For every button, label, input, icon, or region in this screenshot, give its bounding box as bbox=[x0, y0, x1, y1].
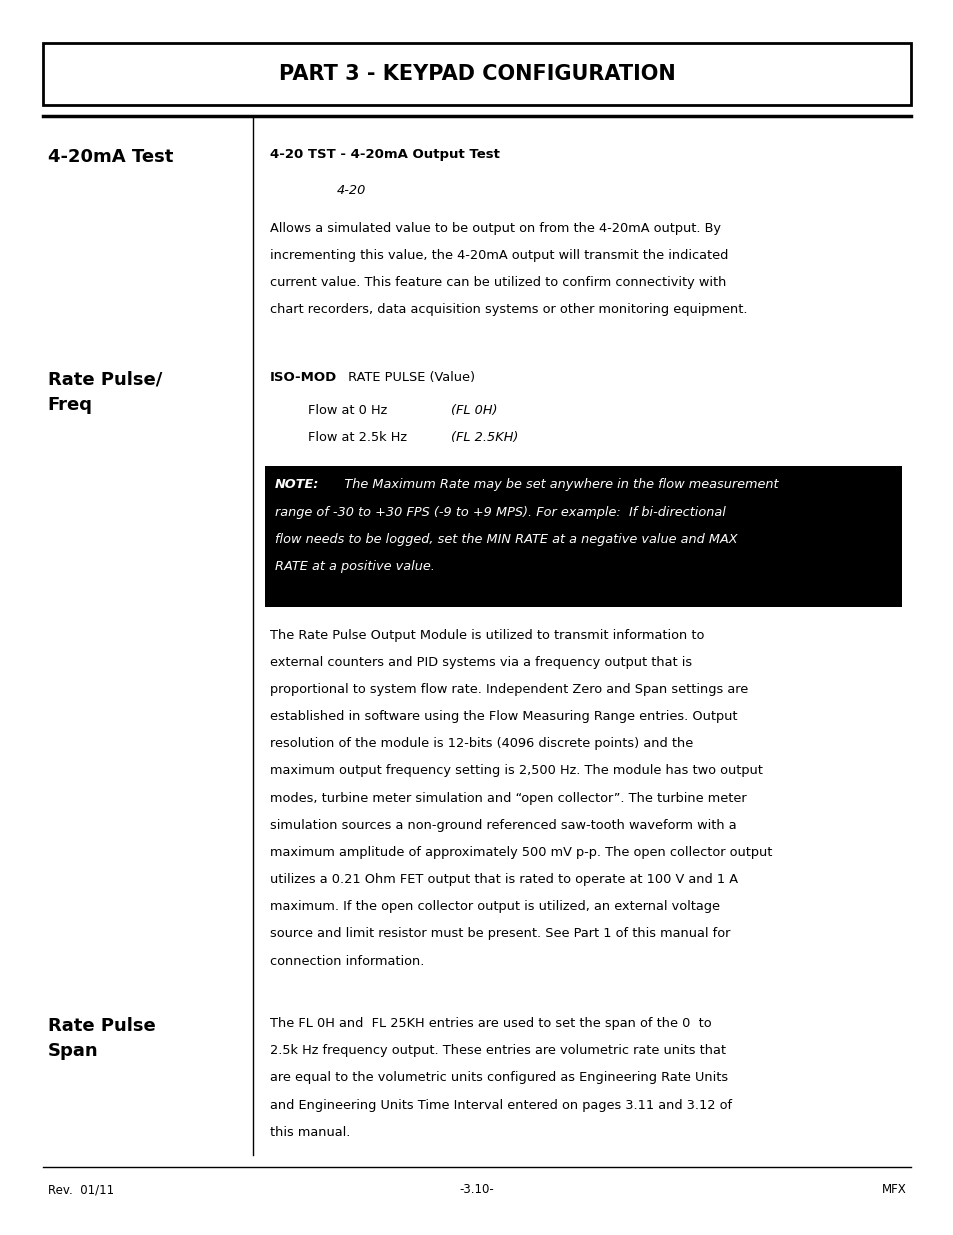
Text: ISO-MOD: ISO-MOD bbox=[270, 370, 336, 384]
Text: modes, turbine meter simulation and “open collector”. The turbine meter: modes, turbine meter simulation and “ope… bbox=[270, 792, 746, 805]
Text: 4-20: 4-20 bbox=[336, 184, 366, 196]
Text: range of -30 to +30 FPS (-9 to +9 MPS). For example:  If bi-directional: range of -30 to +30 FPS (-9 to +9 MPS). … bbox=[274, 505, 725, 519]
Text: Rev.  01/11: Rev. 01/11 bbox=[48, 1183, 113, 1197]
Text: incrementing this value, the 4-20mA output will transmit the indicated: incrementing this value, the 4-20mA outp… bbox=[270, 248, 727, 262]
Text: proportional to system flow rate. Independent Zero and Span settings are: proportional to system flow rate. Indepe… bbox=[270, 683, 747, 697]
Text: chart recorders, data acquisition systems or other monitoring equipment.: chart recorders, data acquisition system… bbox=[270, 303, 747, 316]
Text: flow needs to be logged, set the MIN RATE at a negative value and MAX: flow needs to be logged, set the MIN RAT… bbox=[274, 532, 737, 546]
Text: The FL 0H and  FL 25KH entries are used to set the span of the 0  to: The FL 0H and FL 25KH entries are used t… bbox=[270, 1018, 711, 1030]
Text: The Rate Pulse Output Module is utilized to transmit information to: The Rate Pulse Output Module is utilized… bbox=[270, 629, 703, 642]
Text: maximum. If the open collector output is utilized, an external voltage: maximum. If the open collector output is… bbox=[270, 900, 720, 914]
Text: -3.10-: -3.10- bbox=[459, 1183, 494, 1197]
Text: maximum output frequency setting is 2,500 Hz. The module has two output: maximum output frequency setting is 2,50… bbox=[270, 764, 762, 778]
Text: 2.5k Hz frequency output. These entries are volumetric rate units that: 2.5k Hz frequency output. These entries … bbox=[270, 1045, 725, 1057]
Text: (FL 2.5KH): (FL 2.5KH) bbox=[451, 431, 518, 443]
Text: RATE at a positive value.: RATE at a positive value. bbox=[274, 559, 435, 573]
Text: resolution of the module is 12-bits (4096 discrete points) and the: resolution of the module is 12-bits (409… bbox=[270, 737, 693, 751]
Text: 4-20mA Test: 4-20mA Test bbox=[48, 148, 172, 167]
Text: Allows a simulated value to be output on from the 4-20mA output. By: Allows a simulated value to be output on… bbox=[270, 221, 720, 235]
Text: and Engineering Units Time Interval entered on pages 3.11 and 3.12 of: and Engineering Units Time Interval ente… bbox=[270, 1099, 731, 1112]
Text: source and limit resistor must be present. See Part 1 of this manual for: source and limit resistor must be presen… bbox=[270, 927, 730, 941]
Text: maximum amplitude of approximately 500 mV p-p. The open collector output: maximum amplitude of approximately 500 m… bbox=[270, 846, 772, 860]
Text: The Maximum Rate may be set anywhere in the flow measurement: The Maximum Rate may be set anywhere in … bbox=[332, 478, 778, 492]
Text: connection information.: connection information. bbox=[270, 955, 424, 968]
Text: Rate Pulse
Span: Rate Pulse Span bbox=[48, 1018, 155, 1060]
Text: current value. This feature can be utilized to confirm connectivity with: current value. This feature can be utili… bbox=[270, 275, 725, 289]
Text: PART 3 - KEYPAD CONFIGURATION: PART 3 - KEYPAD CONFIGURATION bbox=[278, 64, 675, 84]
Text: are equal to the volumetric units configured as Engineering Rate Units: are equal to the volumetric units config… bbox=[270, 1072, 727, 1084]
Text: (FL 0H): (FL 0H) bbox=[451, 404, 497, 416]
Text: Rate Pulse/
Freq: Rate Pulse/ Freq bbox=[48, 370, 162, 414]
Text: established in software using the Flow Measuring Range entries. Output: established in software using the Flow M… bbox=[270, 710, 737, 724]
Text: MFX: MFX bbox=[881, 1183, 905, 1197]
Text: RATE PULSE (Value): RATE PULSE (Value) bbox=[344, 370, 475, 384]
Text: simulation sources a non-ground referenced saw-tooth waveform with a: simulation sources a non-ground referenc… bbox=[270, 819, 736, 832]
Text: external counters and PID systems via a frequency output that is: external counters and PID systems via a … bbox=[270, 656, 691, 669]
FancyBboxPatch shape bbox=[43, 43, 910, 105]
Text: Flow at 2.5k Hz: Flow at 2.5k Hz bbox=[308, 431, 407, 443]
Text: Flow at 0 Hz: Flow at 0 Hz bbox=[308, 404, 387, 416]
Text: utilizes a 0.21 Ohm FET output that is rated to operate at 100 V and 1 A: utilizes a 0.21 Ohm FET output that is r… bbox=[270, 873, 738, 887]
Text: 4-20 TST - 4-20mA Output Test: 4-20 TST - 4-20mA Output Test bbox=[270, 148, 499, 162]
FancyBboxPatch shape bbox=[265, 466, 901, 606]
Text: this manual.: this manual. bbox=[270, 1126, 350, 1139]
Text: NOTE:: NOTE: bbox=[274, 478, 319, 492]
